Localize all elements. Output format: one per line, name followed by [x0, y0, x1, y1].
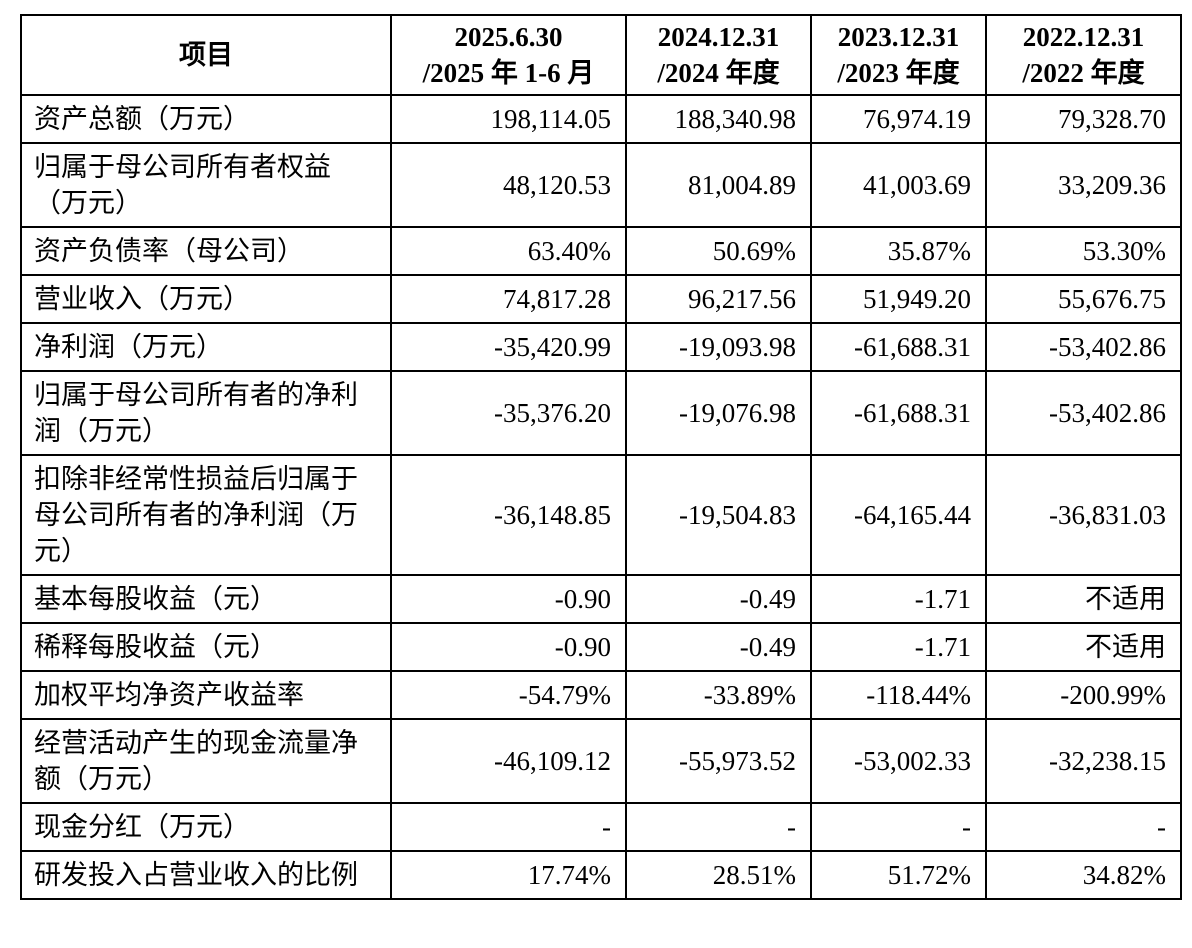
row-value: -53,002.33	[810, 718, 987, 804]
row-value: -19,093.98	[625, 322, 812, 372]
row-value: 63.40%	[390, 226, 627, 276]
table-body: 资产总额（万元） 198,114.05 188,340.98 76,974.19 79,…	[20, 94, 1182, 900]
header-col-2023-date: 2023.12.31	[837, 22, 960, 52]
row-label: 扣除非经常性损益后归属于母公司所有者的净利润（万元）	[20, 454, 392, 576]
row-value: -53,402.86	[985, 322, 1182, 372]
row-value: -55,973.52	[625, 718, 812, 804]
row-label: 归属于母公司所有者的净利润（万元）	[20, 370, 392, 456]
row-value: 28.51%	[625, 850, 812, 900]
row-value: 35.87%	[810, 226, 987, 276]
table-row: 净利润（万元） -35,420.99 -19,093.98 -61,688.31 -53…	[20, 322, 1182, 372]
row-value: 不适用	[985, 574, 1182, 624]
row-value: 79,328.70	[985, 94, 1182, 144]
header-col-2023-period: /2023 年度	[837, 58, 960, 88]
header-col-2022-period: /2022 年度	[1022, 58, 1145, 88]
table-row: 稀释每股收益（元） -0.90 -0.49 -1.71 不适用	[20, 622, 1182, 672]
table-row: 基本每股收益（元） -0.90 -0.49 -1.71 不适用	[20, 574, 1182, 624]
row-value: -36,148.85	[390, 454, 627, 576]
row-value: 96,217.56	[625, 274, 812, 324]
row-value: -61,688.31	[810, 322, 987, 372]
table-row: 现金分红（万元） - - - -	[20, 802, 1182, 852]
header-col-2024-date: 2024.12.31	[657, 22, 780, 52]
row-label: 现金分红（万元）	[20, 802, 392, 852]
header-col-2022: 2022.12.31 /2022 年度	[985, 14, 1182, 96]
table-row: 营业收入（万元） 74,817.28 96,217.56 51,949.20 55,67…	[20, 274, 1182, 324]
row-value: 34.82%	[985, 850, 1182, 900]
row-value: -	[625, 802, 812, 852]
row-value: -0.49	[625, 622, 812, 672]
row-label: 加权平均净资产收益率	[20, 670, 392, 720]
table-row: 加权平均净资产收益率 -54.79% -33.89% -118.44% -200.99%	[20, 670, 1182, 720]
table-row: 扣除非经常性损益后归属于母公司所有者的净利润（万元） -36,148.85 -19,…	[20, 454, 1182, 576]
row-label: 研发投入占营业收入的比例	[20, 850, 392, 900]
header-col-2024: 2024.12.31 /2024 年度	[625, 14, 812, 96]
row-value: 55,676.75	[985, 274, 1182, 324]
row-value: -53,402.86	[985, 370, 1182, 456]
row-value: -	[985, 802, 1182, 852]
document-page: 项目 2025.6.30 /2025 年 1-6 月 2024.12.31 /2…	[20, 14, 1182, 900]
header-col-2023: 2023.12.31 /2023 年度	[810, 14, 987, 96]
row-value: -1.71	[810, 622, 987, 672]
header-col-2025: 2025.6.30 /2025 年 1-6 月	[390, 14, 627, 96]
row-value: -61,688.31	[810, 370, 987, 456]
row-value: 51.72%	[810, 850, 987, 900]
row-value: 81,004.89	[625, 142, 812, 228]
table-row: 归属于母公司所有者的净利润（万元） -35,376.20 -19,076.98 -61…	[20, 370, 1182, 456]
row-value: 74,817.28	[390, 274, 627, 324]
row-value: 51,949.20	[810, 274, 987, 324]
row-value: -36,831.03	[985, 454, 1182, 576]
row-value: -1.71	[810, 574, 987, 624]
header-col-2024-period: /2024 年度	[657, 58, 780, 88]
header-col-2025-period: /2025 年 1-6 月	[422, 58, 595, 88]
row-value: -118.44%	[810, 670, 987, 720]
row-label: 经营活动产生的现金流量净额（万元）	[20, 718, 392, 804]
table-row: 经营活动产生的现金流量净额（万元） -46,109.12 -55,973.52 -53…	[20, 718, 1182, 804]
row-value: 33,209.36	[985, 142, 1182, 228]
table-header: 项目 2025.6.30 /2025 年 1-6 月 2024.12.31 /2…	[20, 14, 1182, 96]
row-value: 不适用	[985, 622, 1182, 672]
table-row: 归属于母公司所有者权益（万元） 48,120.53 81,004.89 41,003.…	[20, 142, 1182, 228]
row-label: 资产总额（万元）	[20, 94, 392, 144]
table-row: 资产负债率（母公司） 63.40% 50.69% 35.87% 53.30%	[20, 226, 1182, 276]
row-value: -64,165.44	[810, 454, 987, 576]
row-value: -33.89%	[625, 670, 812, 720]
header-col-2022-date: 2022.12.31	[1022, 22, 1145, 52]
financial-summary-table: 项目 2025.6.30 /2025 年 1-6 月 2024.12.31 /2…	[20, 14, 1182, 900]
row-value: 198,114.05	[390, 94, 627, 144]
row-value: -46,109.12	[390, 718, 627, 804]
row-value: -19,076.98	[625, 370, 812, 456]
row-value: 41,003.69	[810, 142, 987, 228]
table-row: 资产总额（万元） 198,114.05 188,340.98 76,974.19 79,…	[20, 94, 1182, 144]
row-value: -	[810, 802, 987, 852]
row-label: 净利润（万元）	[20, 322, 392, 372]
table-row: 研发投入占营业收入的比例 17.74% 28.51% 51.72% 34.82%	[20, 850, 1182, 900]
row-value: -19,504.83	[625, 454, 812, 576]
header-item-column: 项目	[20, 14, 392, 96]
row-value: -200.99%	[985, 670, 1182, 720]
row-label: 稀释每股收益（元）	[20, 622, 392, 672]
row-value: -0.90	[390, 574, 627, 624]
row-value: -	[390, 802, 627, 852]
row-value: 76,974.19	[810, 94, 987, 144]
header-col-2025-date: 2025.6.30	[454, 22, 563, 52]
row-value: 50.69%	[625, 226, 812, 276]
header-row: 项目 2025.6.30 /2025 年 1-6 月 2024.12.31 /2…	[20, 14, 1182, 96]
row-value: -54.79%	[390, 670, 627, 720]
row-value: 48,120.53	[390, 142, 627, 228]
row-value: -35,376.20	[390, 370, 627, 456]
row-label: 资产负债率（母公司）	[20, 226, 392, 276]
row-label: 基本每股收益（元）	[20, 574, 392, 624]
row-value: -35,420.99	[390, 322, 627, 372]
row-value: -0.90	[390, 622, 627, 672]
row-value: 53.30%	[985, 226, 1182, 276]
row-value: -0.49	[625, 574, 812, 624]
row-label: 营业收入（万元）	[20, 274, 392, 324]
row-value: 188,340.98	[625, 94, 812, 144]
row-label: 归属于母公司所有者权益（万元）	[20, 142, 392, 228]
row-value: 17.74%	[390, 850, 627, 900]
row-value: -32,238.15	[985, 718, 1182, 804]
